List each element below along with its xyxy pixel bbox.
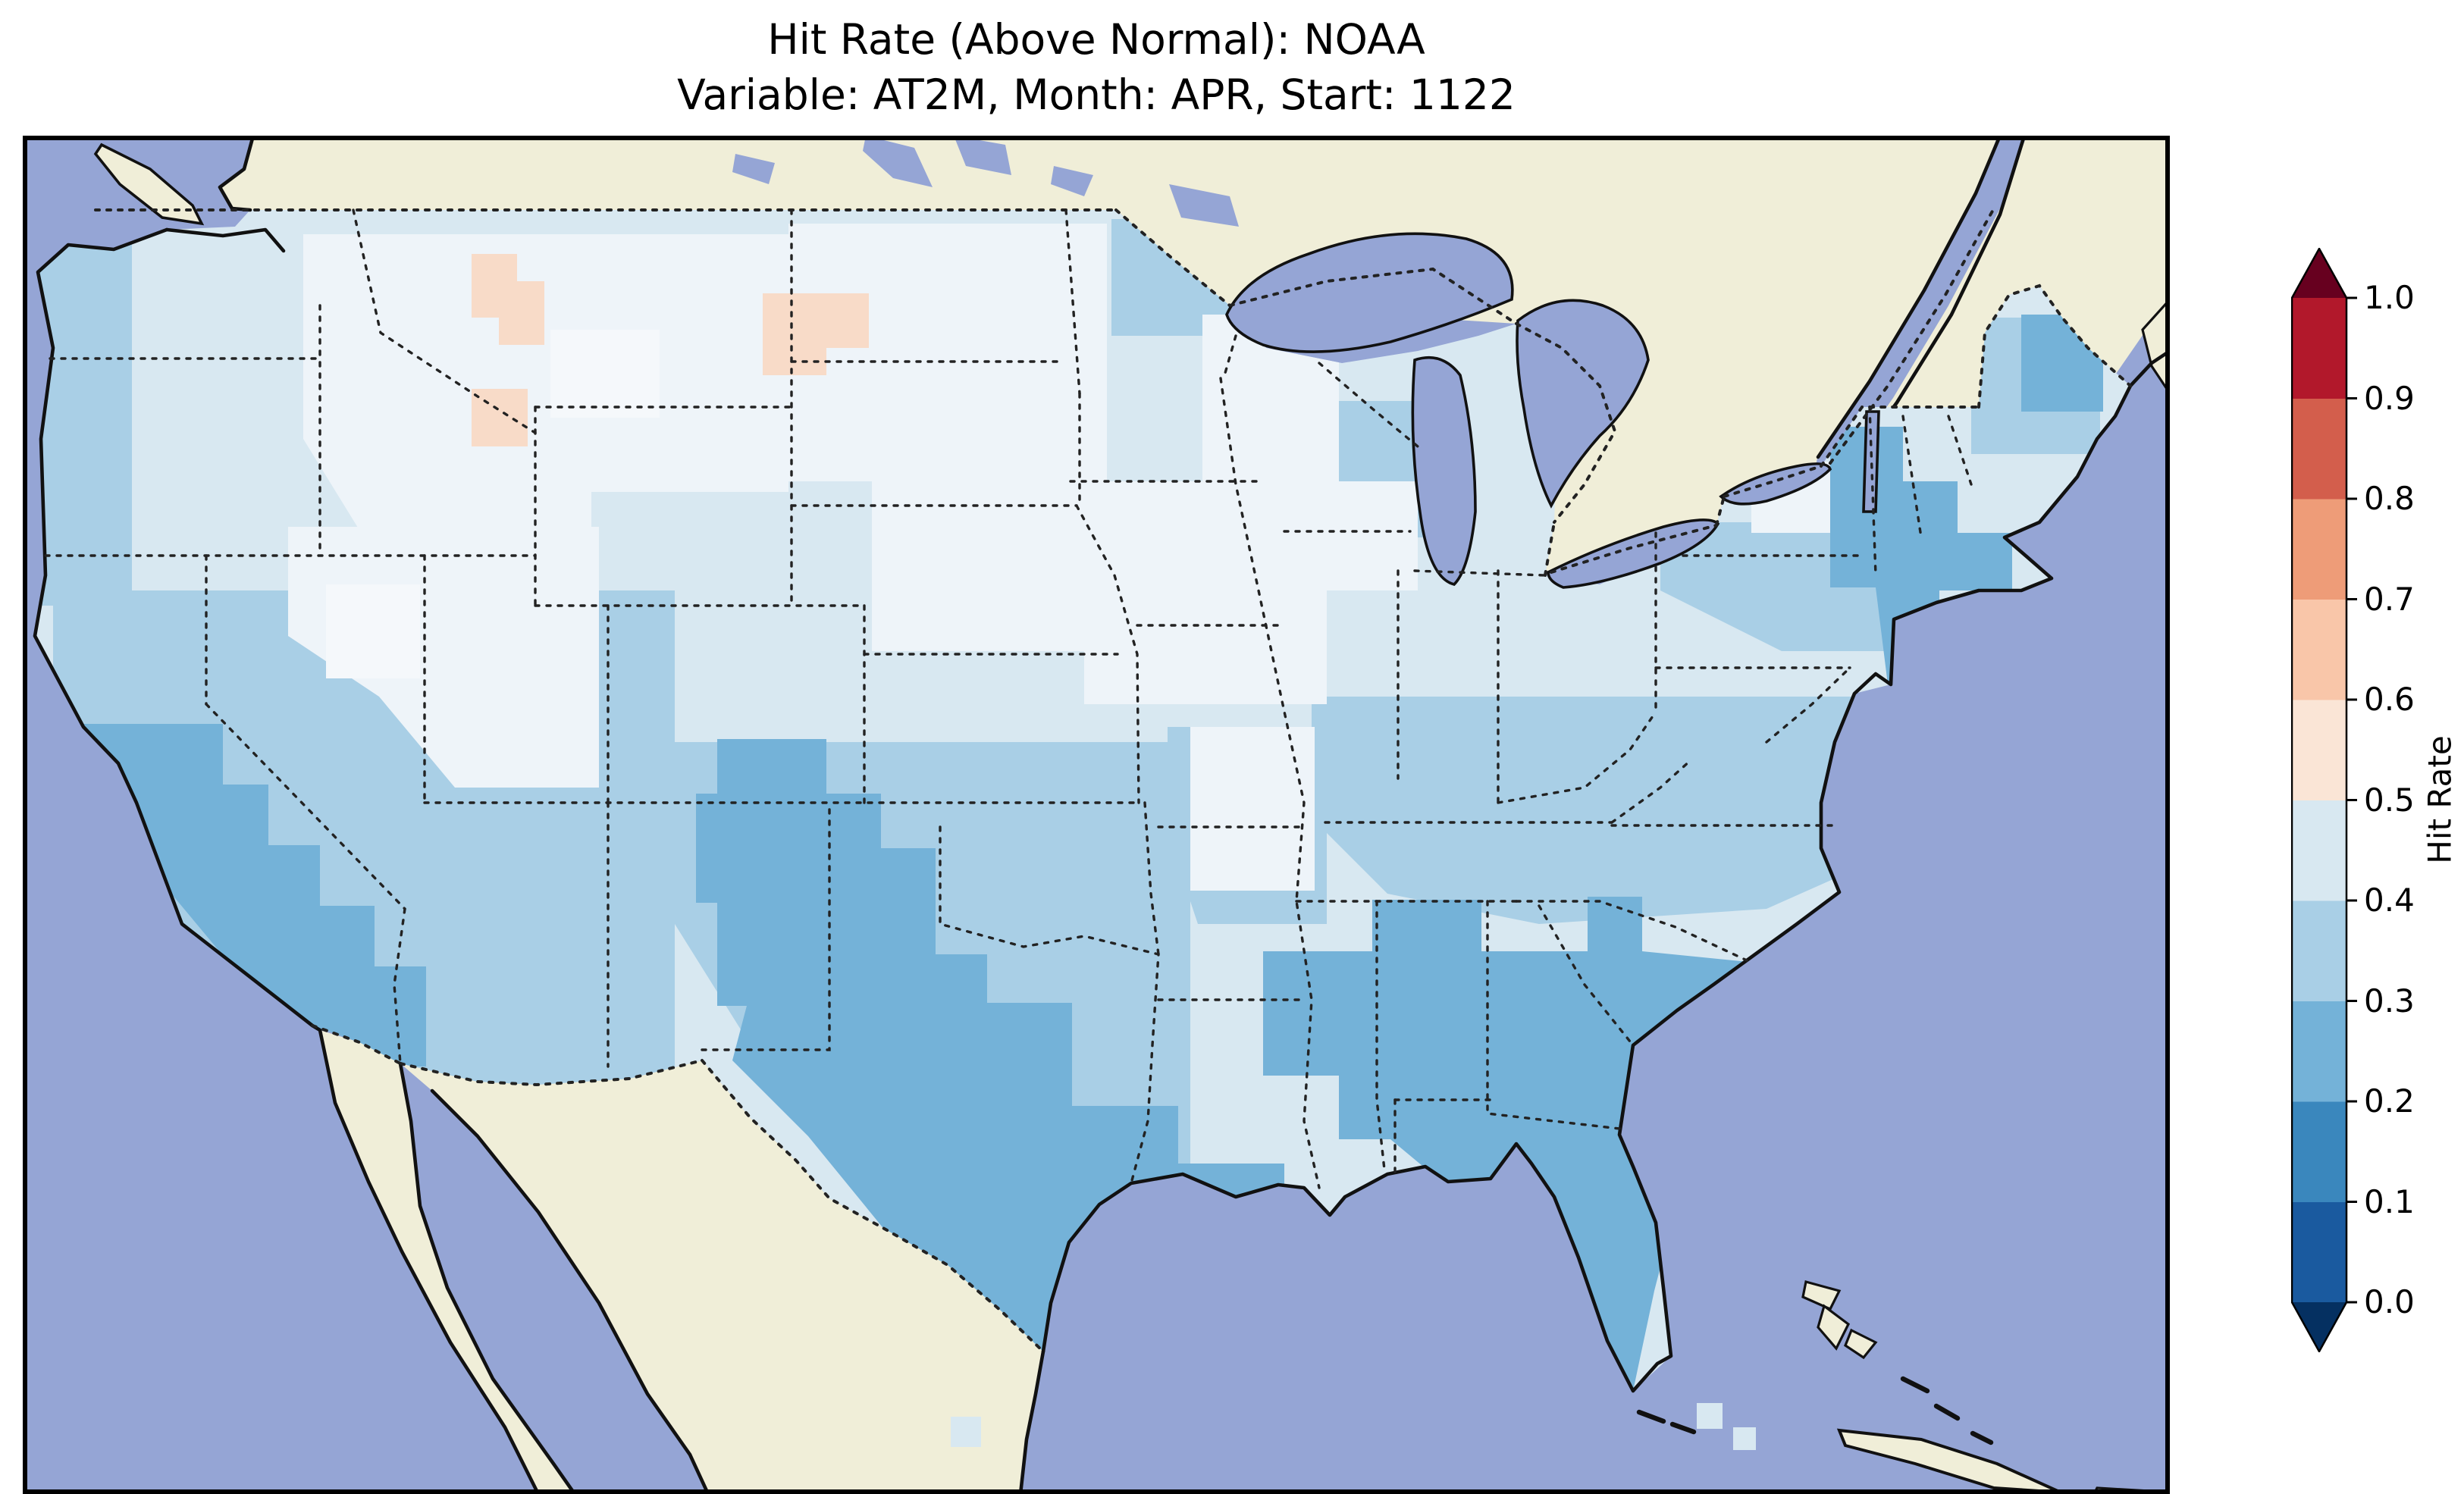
colorbar-tick-label: 0.1 [2364, 1182, 2415, 1220]
hit-rate-bin-05-06 [472, 254, 869, 446]
colorbar-segment [2292, 499, 2346, 600]
national-borders [94, 207, 2132, 1353]
colorbar-tick-label: 0.0 [2364, 1283, 2415, 1320]
chart-title-line2: Variable: AT2M, Month: APR, Start: 1122 [677, 70, 1516, 119]
axes-frame [23, 136, 2170, 1494]
colorbar-segment [2292, 298, 2346, 399]
island-cays [1636, 1376, 1994, 1445]
canada-land [220, 136, 2170, 575]
colorbar-ticks [2346, 296, 2357, 1304]
colorbar-segment [2292, 800, 2346, 901]
map-axes [23, 136, 2170, 1494]
chart-title: Hit Rate (Above Normal): NOAA Variable: … [23, 12, 2170, 122]
cuba [1836, 1428, 2086, 1494]
lake-huron [1516, 299, 1650, 509]
vancouver-island [93, 143, 205, 226]
colorbar-segment [2292, 700, 2346, 800]
coastlines [33, 136, 2170, 1494]
st-lawrence-north-shore [1816, 136, 2002, 459]
colorbar-tick-label: 0.3 [2364, 982, 2415, 1019]
colorbar-segment [2292, 1001, 2346, 1102]
bahamas-island [1844, 1328, 1878, 1360]
colorbar-segments [2292, 298, 2346, 1303]
us-map-svg [23, 136, 2170, 1494]
nova-scotia [2141, 297, 2170, 396]
colorbar-extend-max [2292, 249, 2346, 298]
great-lakes [1225, 232, 1880, 589]
state-borders [44, 208, 1973, 1189]
colorbar-tick-label: 0.2 [2364, 1082, 2415, 1120]
colorbar-tick-label: 0.4 [2364, 882, 2415, 919]
colorbar-segment [2292, 900, 2346, 1001]
colorbar-tick-label: 0.6 [2364, 681, 2415, 718]
colorbar-segment [2292, 1201, 2346, 1303]
colorbar-tick-label: 1.0 [2364, 279, 2415, 316]
colorbar-label: Hit Rate [2421, 735, 2459, 864]
hit-rate-regions [35, 219, 2103, 1391]
bahamas-island [1817, 1304, 1851, 1351]
colorbar-segment [2292, 398, 2346, 500]
colorbar-tick-label: 0.9 [2364, 379, 2415, 417]
colorbar-tick-label: 0.7 [2364, 580, 2415, 618]
colorbar-segment [2292, 1101, 2346, 1202]
lake-champlain [1862, 410, 1880, 513]
lake-ontario [1719, 462, 1832, 506]
colorbar-segment [2292, 599, 2346, 700]
colorbar [2291, 248, 2357, 1352]
hit-rate-pale-patches [288, 224, 1895, 1045]
colorbar-tick-label: 0.5 [2364, 781, 2415, 819]
offshore-grid-cells [951, 1403, 1756, 1450]
colorbar-extend-min [2292, 1302, 2346, 1351]
lake-superior [1225, 232, 1514, 353]
baja-peninsula [320, 1030, 575, 1494]
mexico-land [400, 1060, 1043, 1494]
caribbean-islands [1636, 1280, 2170, 1494]
lake-michigan [1411, 356, 1477, 586]
chart-title-line1: Hit Rate (Above Normal): NOAA [767, 15, 1425, 64]
colorbar-tick-label: 0.8 [2364, 480, 2415, 517]
canada-lakes [732, 136, 1239, 227]
